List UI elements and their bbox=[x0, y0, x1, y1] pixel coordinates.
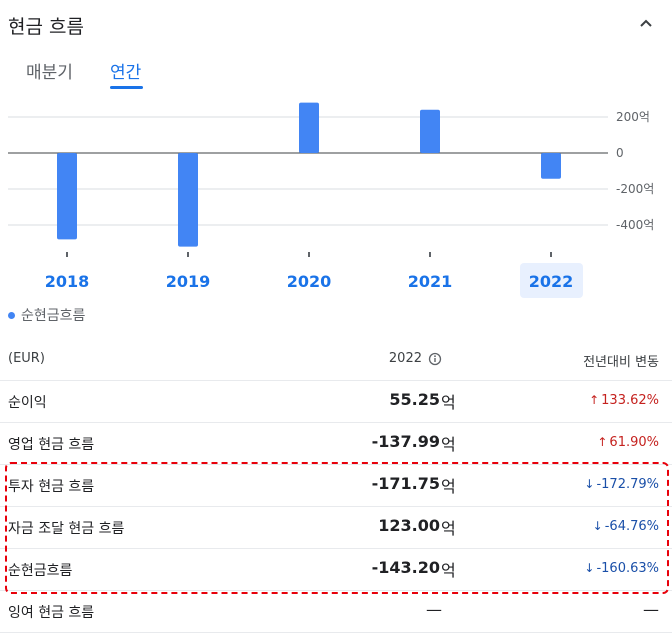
row-value: 123.00 bbox=[378, 516, 440, 535]
arrow-down-icon: ↓ bbox=[584, 561, 595, 575]
period-tabs: 매분기 연간 bbox=[0, 56, 672, 92]
y-tick-label: 0 bbox=[616, 146, 624, 160]
bar-2018[interactable] bbox=[57, 153, 77, 240]
row-value: -171.75 bbox=[371, 474, 440, 493]
row-label: 영업 현금 흐름 bbox=[8, 437, 95, 453]
x-tick-label-2022[interactable]: 2022 bbox=[529, 272, 574, 291]
row-change: ↓ -64.76% bbox=[593, 519, 659, 534]
row-unit: 억 bbox=[441, 435, 456, 454]
arrow-down-icon: ↓ bbox=[584, 477, 595, 491]
x-tick-label-2020[interactable]: 2020 bbox=[287, 272, 332, 291]
table-header-row: (EUR) 2022 전년대비 변동 bbox=[0, 338, 672, 381]
table-row: 잉여 현금 흐름 — — bbox=[0, 590, 672, 633]
row-change: — bbox=[643, 600, 659, 619]
active-tab-indicator bbox=[110, 86, 143, 89]
row-value: -137.99 bbox=[371, 432, 440, 451]
row-change-value: 61.90% bbox=[609, 435, 659, 450]
arrow-down-icon: ↓ bbox=[592, 519, 603, 533]
row-change: ↓ -160.63% bbox=[584, 561, 659, 576]
table-row: 자금 조달 현금 흐름 123.00 억 ↓ -64.76% bbox=[0, 506, 672, 549]
tab-annual[interactable]: 연간 bbox=[110, 63, 142, 83]
bar-2019[interactable] bbox=[178, 153, 198, 247]
row-label: 순이익 bbox=[8, 395, 47, 411]
table-row: 영업 현금 흐름 -137.99 억 ↑ 61.90% bbox=[0, 422, 672, 465]
row-change: ↑ 133.62% bbox=[589, 393, 659, 408]
info-icon[interactable] bbox=[428, 352, 442, 366]
y-tick-label: 200억 bbox=[616, 110, 650, 124]
bar-2022[interactable] bbox=[541, 153, 561, 179]
row-change-value: — bbox=[643, 600, 659, 619]
legend-dot bbox=[8, 311, 15, 319]
row-change: ↑ 61.90% bbox=[597, 435, 659, 450]
cash-flow-chart: 200억 0 -200억 -400억 2018 2019 2020 2021 2022 bbox=[8, 102, 654, 298]
section-title: 현금 흐름 bbox=[8, 16, 84, 38]
row-label: 잉여 현금 흐름 bbox=[8, 605, 95, 621]
row-change-value: -172.79% bbox=[596, 477, 659, 492]
row-change-value: -160.63% bbox=[596, 561, 659, 576]
legend-label: 순현금흐름 bbox=[21, 308, 86, 324]
table-row: 순현금흐름 -143.20 억 ↓ -160.63% bbox=[0, 548, 672, 591]
row-label: 자금 조달 현금 흐름 bbox=[8, 521, 125, 537]
row-unit: 억 bbox=[441, 519, 456, 538]
change-header: 전년대비 변동 bbox=[583, 355, 659, 370]
row-change-value: -64.76% bbox=[604, 519, 659, 534]
row-label: 순현금흐름 bbox=[8, 563, 73, 579]
row-change: ↓ -172.79% bbox=[584, 477, 659, 492]
row-change-value: 133.62% bbox=[601, 393, 659, 408]
currency-label: (EUR) bbox=[8, 351, 45, 366]
bar-2021[interactable] bbox=[420, 109, 440, 153]
row-value: -143.20 bbox=[371, 558, 440, 577]
arrow-up-icon: ↑ bbox=[589, 393, 600, 407]
y-tick-label: -400억 bbox=[616, 218, 654, 232]
x-tick-label-2018[interactable]: 2018 bbox=[45, 272, 90, 291]
arrow-up-icon: ↑ bbox=[597, 435, 608, 449]
chevron-up-icon[interactable] bbox=[634, 12, 658, 36]
section-header: 현금 흐름 bbox=[0, 0, 672, 48]
y-tick-label: -200억 bbox=[616, 182, 654, 196]
row-label: 투자 현금 흐름 bbox=[8, 479, 95, 495]
table-row: 투자 현금 흐름 -171.75 억 ↓ -172.79% bbox=[0, 464, 672, 507]
row-value: — bbox=[426, 600, 442, 619]
selected-year-highlight bbox=[520, 263, 583, 298]
row-value: 55.25 bbox=[389, 390, 440, 409]
row-unit: 억 bbox=[441, 393, 456, 412]
chart-legend: 순현금흐름 bbox=[8, 305, 85, 325]
row-unit: 억 bbox=[441, 561, 456, 580]
bar-2020[interactable] bbox=[299, 102, 319, 153]
year-header: 2022 bbox=[388, 351, 422, 366]
tab-quarterly[interactable]: 매분기 bbox=[26, 63, 73, 83]
row-unit: 억 bbox=[441, 477, 456, 496]
x-tick-label-2019[interactable]: 2019 bbox=[166, 272, 211, 291]
x-tick-label-2021[interactable]: 2021 bbox=[408, 272, 453, 291]
table-row: 순이익 55.25 억 ↑ 133.62% bbox=[0, 380, 672, 423]
